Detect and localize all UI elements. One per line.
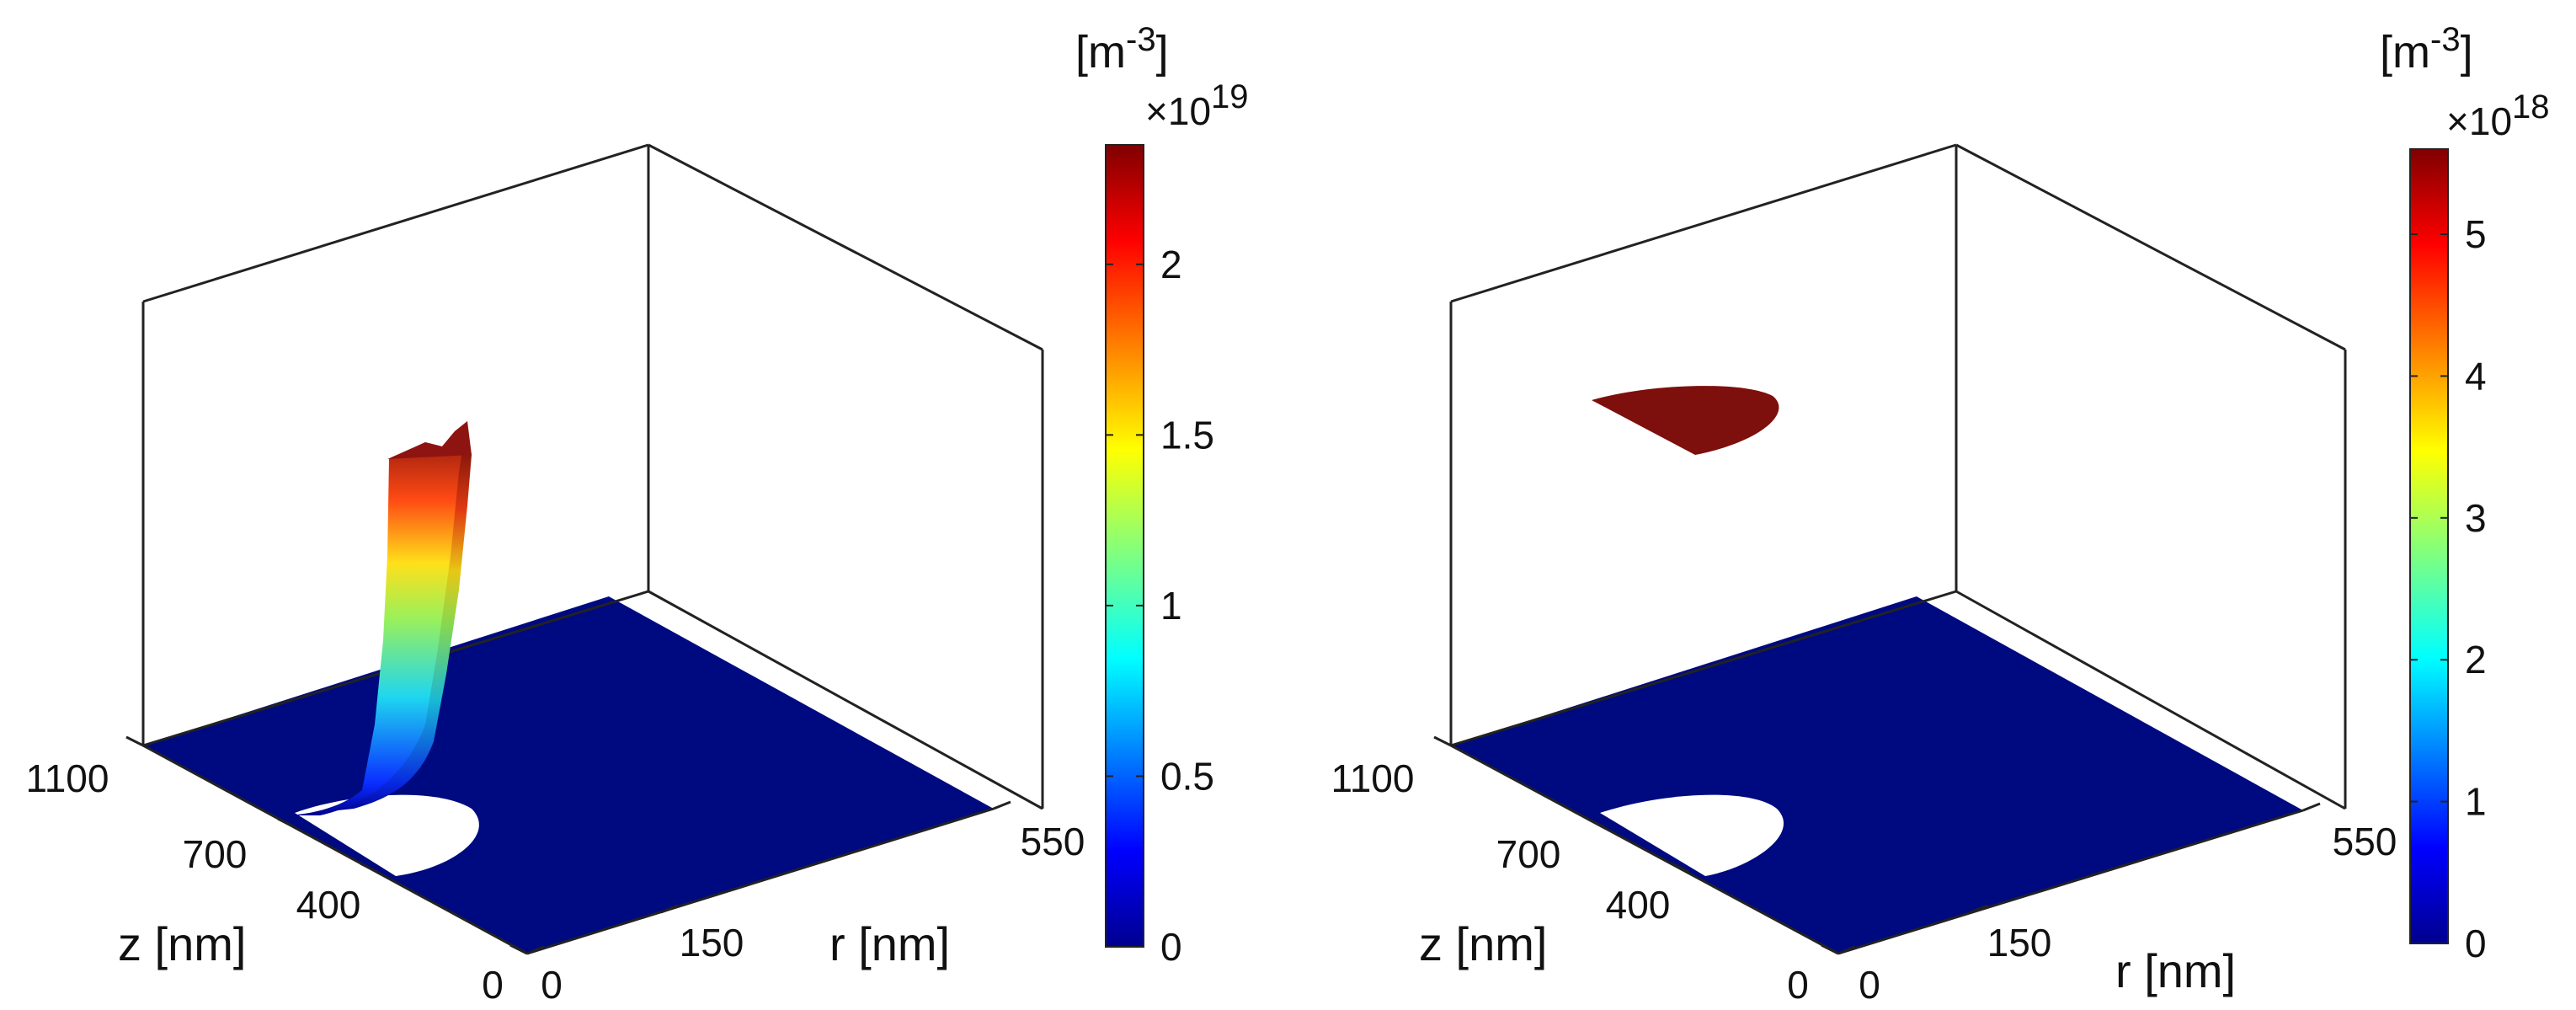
- right-r-axis-label: r [nm]: [2115, 944, 2236, 997]
- right-colorbar-tick-label: 3: [2465, 496, 2487, 540]
- right-z-axis-label: z [nm]: [1419, 917, 1547, 970]
- right-colorbar-bar: [2409, 148, 2449, 944]
- left-colorbar-unit: [m-3]: [1075, 21, 1169, 77]
- left-colorbar-tick-label: 0: [1160, 925, 1182, 969]
- left-z-tick-700: 700: [183, 832, 248, 876]
- right-box-frame: [1449, 143, 2347, 810]
- right-r-tick-550: 550: [2333, 820, 2397, 863]
- right-panel: 0 150 550 0 400 700 1100 z [nm] r [nm] 0…: [1331, 21, 2550, 1007]
- left-colorbar-bar: [1105, 144, 1144, 948]
- right-z-tick-1100: 1100: [1331, 756, 1415, 800]
- left-box-frame: [141, 143, 1044, 810]
- left-r-axis-label: r [nm]: [829, 917, 950, 970]
- right-floor-gap: [1917, 596, 2345, 810]
- left-r-tick-150: 150: [680, 921, 744, 965]
- left-axis-base: [142, 744, 995, 955]
- right-colorbar-tick-label: 0: [2465, 922, 2487, 965]
- right-r-tick-0: 0: [1859, 963, 1880, 1007]
- right-colorbar: 0 1 2 3 4 5 [m-3] ×1018: [2380, 21, 2550, 965]
- left-colorbar-tick-label: 2: [1160, 243, 1182, 286]
- right-colorbar-tick-label: 5: [2465, 212, 2487, 256]
- right-floor-cutout: [1600, 794, 1784, 876]
- left-z-tick-1100: 1100: [26, 756, 109, 800]
- right-z-tick-700: 700: [1496, 832, 1561, 876]
- left-colorbar-tick-label: 0.5: [1160, 754, 1214, 798]
- left-floor-cutout: [295, 794, 479, 876]
- left-colorbar-tick-label: 1: [1160, 584, 1182, 628]
- left-peak-surface: [291, 421, 472, 815]
- right-colorbar-multiplier: ×1018: [2446, 88, 2550, 143]
- left-floor-gap: [609, 596, 1043, 809]
- right-colorbar-unit: [m-3]: [2380, 21, 2473, 77]
- right-z-tick-0: 0: [1787, 963, 1809, 1007]
- right-peak-surface: [1592, 386, 1779, 455]
- left-floor-surface: [143, 596, 994, 954]
- right-colorbar-tick-label: 4: [2465, 354, 2487, 398]
- left-r-tick-550: 550: [1021, 820, 1085, 863]
- left-r-tick-0: 0: [541, 963, 563, 1007]
- right-z-tick-400: 400: [1606, 883, 1671, 927]
- left-colorbar: 0 0.5 1 1.5 2 [m-3] ×1019: [1075, 21, 1249, 969]
- left-z-axis-label: z [nm]: [118, 917, 246, 970]
- left-colorbar-tick-label: 1.5: [1160, 413, 1214, 457]
- left-z-tick-0: 0: [482, 963, 504, 1007]
- right-axis-base: [1450, 744, 2304, 955]
- right-floor-surface: [1451, 596, 2303, 954]
- right-colorbar-tick-label: 1: [2465, 780, 2487, 824]
- right-r-tick-150: 150: [1987, 921, 2052, 965]
- right-colorbar-tick-label: 2: [2465, 638, 2487, 681]
- left-panel: 0 150 550 0 400 700 1100 z [nm] r [nm] 0…: [26, 21, 1249, 1007]
- left-z-tick-400: 400: [296, 883, 361, 927]
- left-colorbar-multiplier: ×1019: [1145, 78, 1249, 133]
